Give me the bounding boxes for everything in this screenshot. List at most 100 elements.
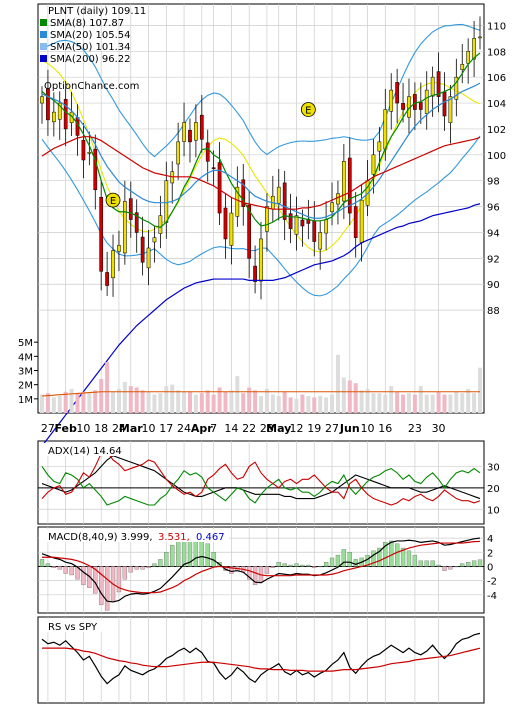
candle-up: [194, 122, 198, 141]
volume-bar: [436, 391, 441, 413]
candle-up: [448, 96, 453, 124]
macd-histogram-bar: [122, 566, 128, 580]
volume-bar: [241, 393, 246, 413]
macd-title: MACD(8,40,9) 3.999,: [48, 532, 153, 543]
volume-bar: [282, 391, 287, 413]
candle-up: [259, 238, 263, 282]
minus-di-line: [41, 450, 481, 506]
volume-bar: [152, 394, 157, 413]
adx-tick-label: 30: [487, 462, 500, 473]
candle-down: [46, 88, 50, 121]
x-tick-label: 24: [177, 422, 191, 435]
volume-bar: [300, 394, 305, 413]
macd-signal-value: 3.531,: [158, 532, 190, 543]
macd-histogram-bar: [448, 566, 453, 570]
legend-swatch: [40, 31, 47, 38]
volume-bar: [288, 397, 293, 413]
candle-up: [294, 215, 299, 235]
candle-up: [40, 96, 44, 104]
macd-histogram-bar: [276, 562, 281, 567]
volume-bar: [69, 388, 74, 413]
sma8-line: [41, 52, 481, 228]
candle-up: [276, 186, 281, 204]
x-tick-label: 10: [142, 422, 156, 435]
rs-average-line: [42, 647, 481, 672]
volume-tick-label: 3M: [18, 367, 33, 378]
legend-label: SMA(8) 107.87: [50, 18, 124, 29]
volume-bar: [164, 386, 169, 413]
price-tick-label: 96: [487, 203, 500, 214]
candle-down: [63, 98, 68, 130]
candle-down: [211, 167, 216, 169]
volume-bar: [460, 393, 465, 413]
volume-bar: [105, 362, 110, 413]
volume-bar: [51, 397, 56, 413]
volume-tick-label: 5M: [18, 338, 33, 349]
candle-up: [123, 201, 127, 254]
legend-swatch: [40, 55, 47, 62]
x-tick-label: 23: [408, 422, 422, 435]
macd-histogram-bar: [329, 557, 335, 567]
volume-bar: [235, 376, 240, 413]
macd-histogram-bar: [247, 566, 252, 580]
candle-down: [188, 129, 192, 143]
macd-histogram-bar: [39, 559, 45, 567]
macd-title-bg: [39, 529, 229, 542]
price-tick-label: 106: [487, 73, 506, 84]
volume-bar: [347, 380, 352, 413]
candle-up: [466, 51, 471, 64]
macd-histogram-bar: [146, 566, 151, 569]
macd-histogram-bar: [400, 547, 406, 567]
candle-down: [312, 220, 317, 242]
candle-up: [182, 122, 186, 142]
candle-down: [81, 139, 86, 161]
macd-histogram-bar: [418, 560, 423, 567]
candle-down: [99, 196, 104, 272]
volume-bar: [45, 393, 50, 413]
volume-bar: [276, 396, 281, 413]
price-tick-label: 90: [487, 280, 500, 291]
candle-up: [229, 212, 234, 246]
earnings-marker-label: E: [110, 196, 116, 207]
volume-bar: [324, 397, 329, 413]
volume-bar: [401, 394, 406, 413]
sma50-line: [41, 136, 481, 210]
adx-tick-label: 10: [487, 505, 500, 516]
volume-bar: [335, 354, 340, 413]
candle-up: [318, 232, 323, 250]
candle-up: [472, 38, 476, 60]
volume-bar: [176, 390, 181, 413]
panel-frame-price: [37, 3, 485, 414]
macd-histogram-bar: [394, 543, 400, 567]
macd-histogram-bar: [164, 552, 169, 567]
macd-histogram-bar: [341, 549, 347, 567]
volume-bar: [158, 393, 163, 413]
legend-label: SMA(200) 96.22: [50, 54, 131, 65]
legend-swatch: [40, 19, 47, 26]
volume-bar: [182, 391, 187, 413]
volume-bar: [170, 384, 175, 413]
candle-down: [282, 182, 287, 220]
adx-title: ADX(14) 14.64: [48, 446, 122, 457]
candle-up: [383, 109, 388, 150]
macd-line: [41, 537, 481, 603]
macd-histogram-bar: [442, 566, 447, 571]
macd-histogram-bar: [75, 566, 80, 580]
candle-up: [152, 237, 157, 243]
macd-histogram-bar: [466, 562, 471, 567]
legend-label: SMA(20) 105.54: [50, 30, 131, 41]
volume-bar: [205, 390, 210, 413]
volume-bar: [87, 393, 92, 413]
candle-down: [140, 236, 145, 263]
volume-bar: [63, 391, 68, 413]
volume-bar: [424, 394, 429, 413]
macd-histogram-bar: [347, 552, 352, 567]
price-tick-label: 110: [487, 21, 506, 32]
candle-up: [265, 206, 269, 232]
macd-histogram-bar: [383, 542, 388, 567]
macd-tick-label: -2: [487, 577, 497, 588]
macd-histogram-bar: [81, 566, 86, 586]
macd-histogram-bar: [371, 550, 376, 567]
macd-histogram-bar: [170, 545, 175, 567]
volume-bar: [134, 387, 139, 413]
